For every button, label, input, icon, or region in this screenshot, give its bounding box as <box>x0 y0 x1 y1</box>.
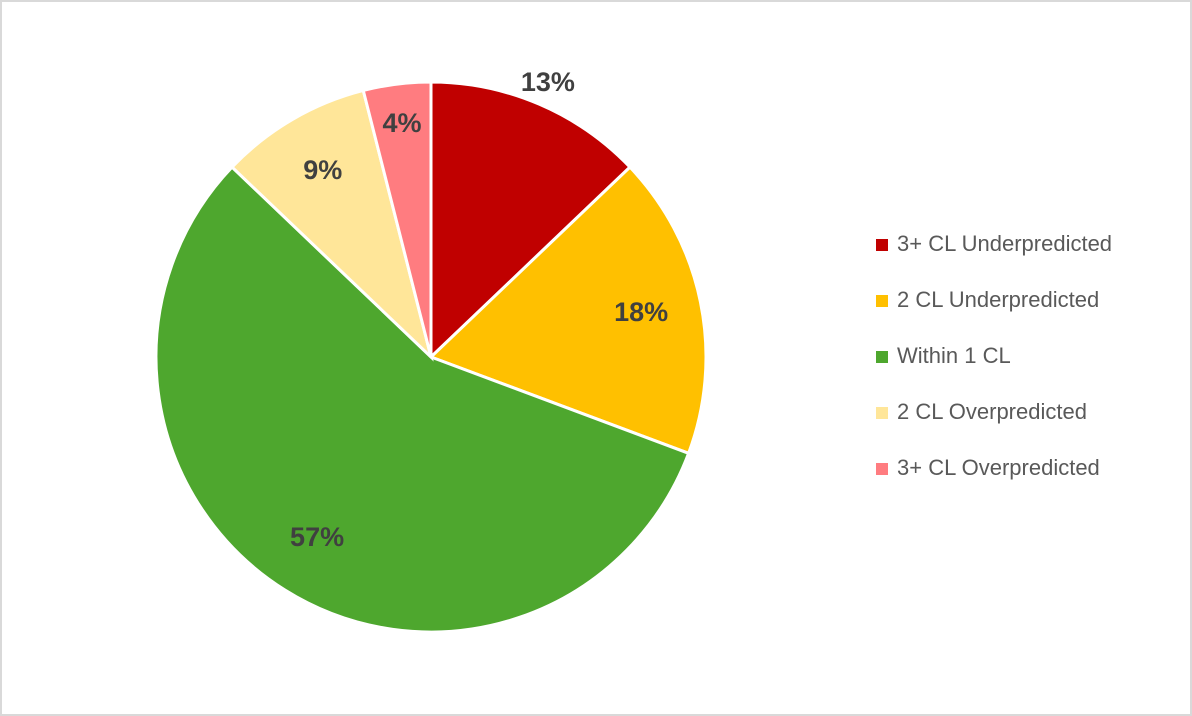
legend-label: 3+ CL Underpredicted <box>897 231 1112 256</box>
legend-swatch <box>876 407 888 419</box>
legend-swatch <box>876 295 888 307</box>
data-label: 4% <box>382 108 421 138</box>
legend-label: 2 CL Underpredicted <box>897 287 1099 312</box>
pie-slice <box>229 88 434 362</box>
pie-slice <box>429 80 633 361</box>
legend-swatch <box>876 351 888 363</box>
legend-label: 2 CL Overpredicted <box>897 399 1087 424</box>
legend-swatch <box>876 463 888 475</box>
legend-swatch <box>876 239 888 251</box>
data-label: 9% <box>303 155 342 185</box>
pie-slice <box>154 165 691 634</box>
pie-slice <box>361 80 433 358</box>
data-label: 18% <box>614 297 668 327</box>
legend-label: Within 1 CL <box>897 343 1011 368</box>
data-label: 13% <box>521 67 575 97</box>
data-label: 57% <box>290 522 344 552</box>
legend-label: 3+ CL Overpredicted <box>897 455 1100 480</box>
